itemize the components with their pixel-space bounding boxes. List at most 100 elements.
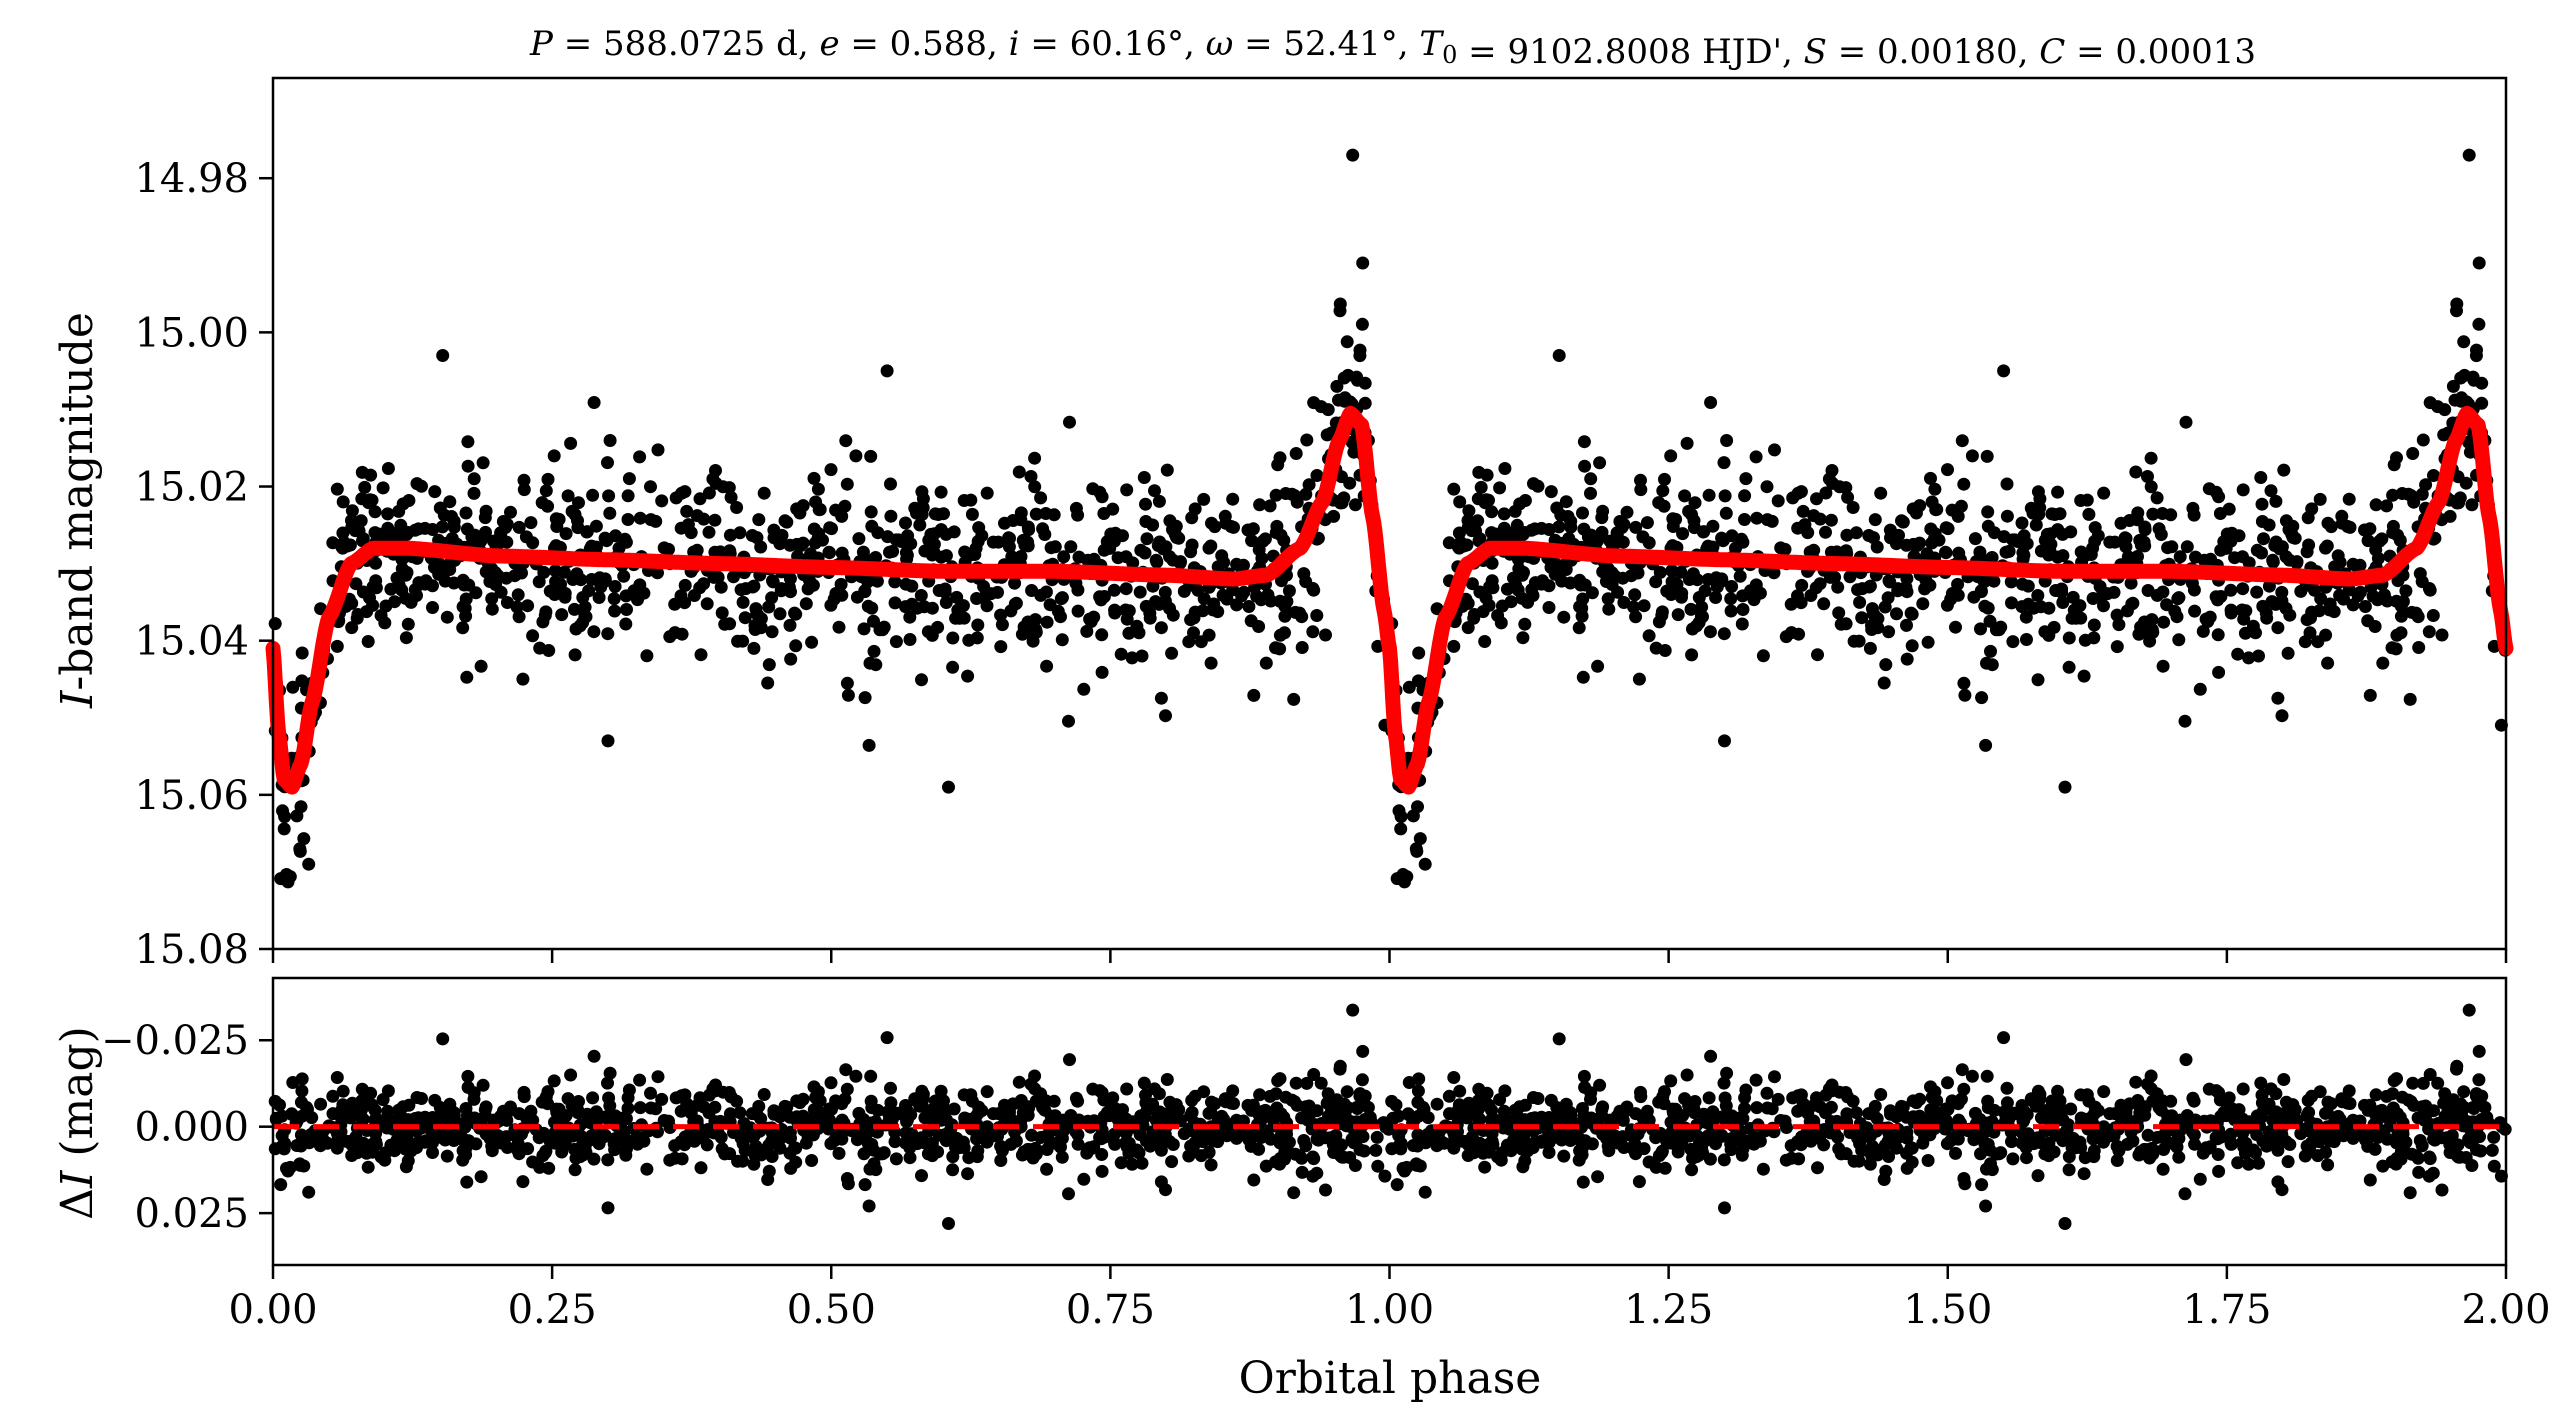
residual-point [526,1113,540,1127]
observation-point [2000,509,2014,523]
observation-point [690,509,704,523]
residual-point [1453,1084,1467,1098]
residual-point [754,1112,768,1126]
observation-point [738,611,752,625]
observation-point [286,680,300,694]
x-tick-label: 0.00 [228,1287,317,1333]
observation-point [714,580,728,594]
residual-point [644,1101,658,1115]
observation-point [510,600,524,614]
observation-point [1307,396,1321,410]
residual-point [467,1092,481,1106]
residual-point [1137,1076,1151,1090]
residual-point [1786,1091,1800,1105]
observation-point [1411,800,1424,814]
observation-point [500,596,514,609]
residual-point [2462,1115,2475,1129]
observation-point [799,597,813,611]
observation-point [841,688,855,702]
residual-point [956,1135,970,1149]
residual-point [1717,1111,1731,1125]
residual-point [1987,1103,2001,1117]
observation-point [1658,472,1671,486]
residual-point [2178,1187,2192,1201]
observation-point [1617,596,1631,609]
residual-point [1573,1144,1587,1158]
observation-point [2172,633,2186,647]
observation-point [2021,579,2035,593]
residual-point [871,1103,885,1117]
observation-point [899,516,912,530]
observation-point [2124,576,2138,590]
observation-point [1287,692,1301,706]
observation-point [1512,562,1526,576]
residual-point [2212,1164,2226,1178]
observation-point [443,495,457,509]
observation-point [2193,682,2207,696]
residual-point [1398,1164,1411,1178]
observation-point [789,639,803,653]
residual-point [2031,1084,2045,1098]
observation-point [1278,609,1292,623]
residual-point [1391,1109,1405,1123]
residual-point [766,1127,780,1141]
observation-point [1559,563,1573,576]
observation-point [1724,604,1738,618]
residual-point [2443,1146,2457,1159]
observation-point [1247,688,1261,702]
observation-point [494,585,508,599]
observation-point [1778,542,1792,556]
residual-point [2000,1081,2014,1095]
residual-point [1771,1092,1785,1106]
observation-point [1057,550,1071,564]
residual-point [542,1161,556,1175]
residual-point [1160,1073,1174,1086]
observation-point [381,507,395,521]
observation-point [1865,602,1879,616]
residual-point [915,1094,929,1108]
residual-point [1340,1085,1354,1099]
observation-point [579,610,593,624]
observation-point [1447,482,1461,496]
residual-point [807,1103,821,1117]
observation-point [1310,469,1324,482]
residual-point [2302,1106,2316,1119]
residual-point [1106,1091,1120,1105]
observation-point [1747,593,1761,607]
observation-point [1107,583,1121,597]
residual-point [1154,1143,1168,1157]
observation-point [813,503,827,516]
observation-point [1634,483,1648,497]
observation-point [1807,509,1821,523]
residual-point [1735,1148,1749,1162]
residual-point [2485,1143,2499,1157]
residual-point [2342,1084,2356,1098]
residual-point [957,1088,971,1102]
residual-point [568,1163,582,1177]
residual-point [1151,1107,1165,1120]
observation-point [1695,600,1709,614]
residual-point [2386,1101,2400,1115]
residual-point [2431,1076,2445,1090]
residual-point [1642,1113,1656,1127]
observation-point [852,532,866,546]
residual-point [2074,1088,2088,1102]
observation-point [1955,434,1969,448]
residual-point [2242,1157,2256,1171]
observation-point [302,857,316,871]
observation-point [1087,610,1101,624]
observation-point [1832,606,1846,620]
residual-point [2412,1165,2426,1179]
observation-point [355,465,369,479]
observation-point [1825,464,1839,477]
y-tick-label: 15.04 [134,619,249,665]
residual-point [2416,1076,2430,1090]
observation-point [1684,602,1698,616]
observation-point [1957,676,1971,690]
residual-point [1704,1049,1718,1063]
observation-point [2257,532,2270,546]
residual-point [864,1069,878,1083]
observation-point [1006,514,1020,527]
observation-point [2150,491,2164,505]
observation-point [1968,532,1982,546]
